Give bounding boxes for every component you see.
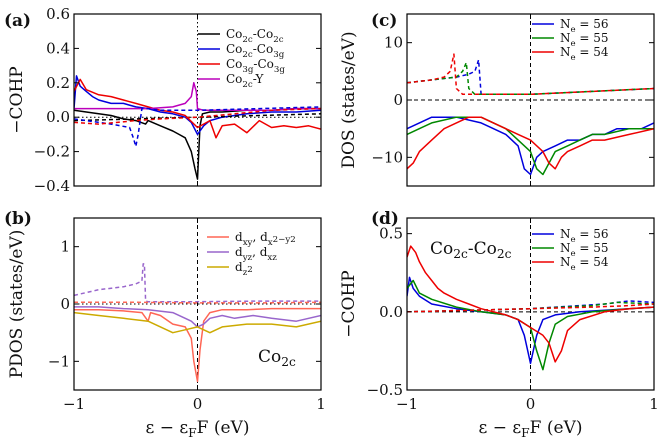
panel-annotation: Co2c	[258, 347, 296, 369]
series-line-b-4	[74, 301, 321, 304]
series-line-c-5	[407, 53, 654, 96]
y-axis-label: −COHP	[339, 270, 359, 337]
legend-entry: dz2	[235, 260, 253, 278]
legend-entry: Co2c-Co3g	[226, 42, 285, 60]
series-line-d-2	[407, 245, 654, 363]
y-tick-label: 0.0	[379, 303, 403, 321]
legend-entry: Ne = 56	[560, 17, 609, 35]
y-tick-label: −0.5	[367, 381, 403, 399]
panel-a: −0.4−0.20.00.20.40.6−COHP(a)Co2c-Co2cCo2…	[4, 5, 322, 195]
panel-label: (a)	[4, 11, 31, 31]
series-line-d-4	[407, 301, 654, 313]
x-tick-label: −1	[63, 395, 85, 413]
legend-entry: Co3g-Co3g	[226, 57, 285, 75]
series-line-b-3	[74, 263, 321, 303]
y-tick-label: −1	[48, 352, 70, 370]
series-line-b-0	[74, 307, 321, 383]
y-tick-label: 0.6	[46, 5, 70, 23]
series-line-a-3	[74, 82, 321, 112]
x-tick-label: 1	[649, 395, 659, 413]
y-tick-label: 0	[393, 91, 403, 109]
x-axis-label: ε − εFF (eV)	[146, 418, 250, 440]
panel-d: −1 0 1 −0.5 0.0 0.5 −COHP ε − εFF (eV) (d) Ne = 5…	[339, 209, 659, 440]
y-tick-label: 0.0	[46, 108, 70, 126]
y-tick-label: 0.4	[46, 39, 70, 57]
legend-entry: Ne = 54	[560, 255, 609, 273]
y-axis-label: PDOS (states/eV)	[7, 230, 27, 379]
series-line-c-2	[407, 116, 654, 170]
series-line-d-5	[407, 303, 654, 313]
series-line-a-2	[74, 78, 321, 139]
series-line-b-1	[74, 306, 321, 328]
legend-entry: Co2c-Y	[226, 72, 264, 90]
legend-entry: Ne = 54	[560, 45, 609, 63]
legend-entry: dxy, dx2−y2	[235, 230, 296, 248]
series-line-b-2	[74, 311, 321, 334]
y-tick-label: 0.2	[46, 74, 70, 92]
series-line-a-4	[74, 113, 321, 122]
x-tick-label: 0	[526, 395, 536, 413]
y-axis-label: DOS (states/eV)	[339, 31, 359, 168]
y-tick-label: −0.2	[34, 143, 70, 161]
series-line-c-4	[407, 61, 654, 96]
x-axis-label: ε − εFF (eV)	[479, 418, 583, 440]
x-tick-label: 1	[316, 395, 326, 413]
y-tick-label: 0.5	[379, 225, 403, 243]
series-line-a-1	[74, 75, 321, 136]
panel-label: (d)	[371, 209, 399, 229]
series-line-a-5	[74, 106, 321, 148]
legend-entry: dyz, dxz	[235, 245, 277, 263]
y-axis-label: −COHP	[7, 66, 27, 133]
y-tick-label: −0.4	[34, 177, 70, 195]
legend-entry: Ne = 56	[560, 227, 609, 245]
panel-label: (c)	[371, 11, 397, 31]
x-tick-label: −1	[396, 395, 418, 413]
y-tick-label: 10	[384, 34, 403, 52]
legend-entry: Ne = 55	[560, 241, 609, 259]
series-line-c-0	[407, 116, 654, 176]
panel-label: (b)	[4, 209, 32, 229]
series-line-a-0	[74, 107, 321, 180]
y-tick-label: 0	[60, 295, 70, 313]
panel-b: −1 0 1 −1 0 1 PDOS (states/eV) ε − εFF (eV) (b) d…	[4, 209, 326, 440]
x-tick-label: 0	[193, 395, 203, 413]
panel-annotation: Co2c-Co2c	[430, 239, 512, 261]
legend-entry: Ne = 55	[560, 31, 609, 49]
series-line-d-0	[407, 276, 654, 365]
series-line-a-6	[74, 107, 321, 125]
legend-entry: Co2c-Co2c	[226, 27, 284, 45]
y-tick-label: −10	[371, 148, 403, 166]
series-line-c-1	[407, 116, 654, 176]
y-tick-label: 1	[60, 238, 70, 256]
